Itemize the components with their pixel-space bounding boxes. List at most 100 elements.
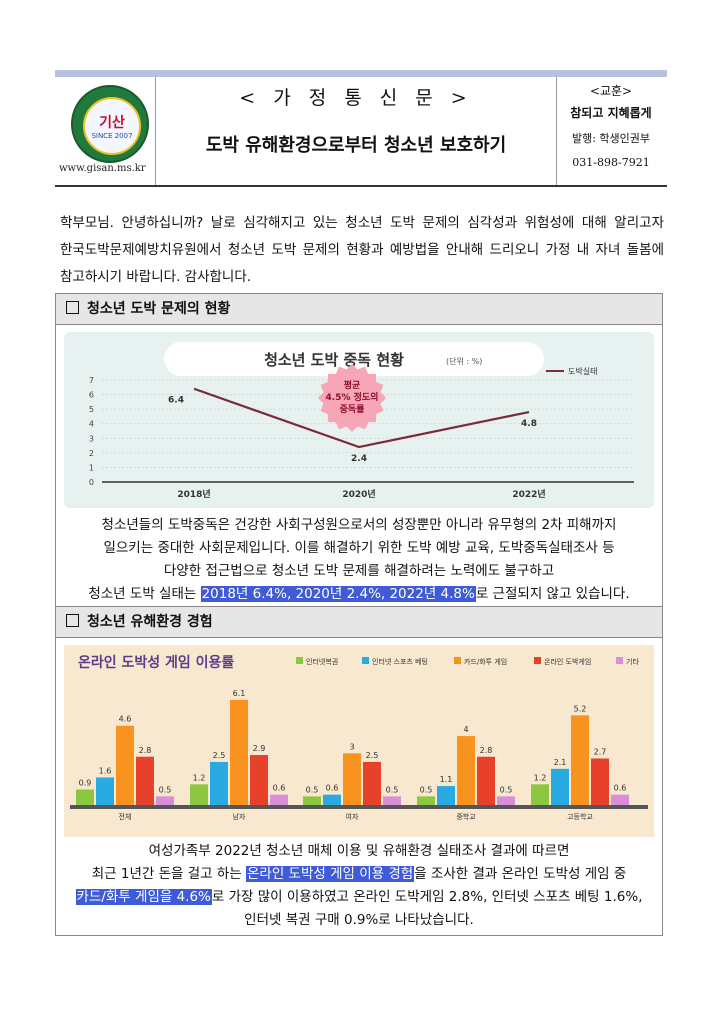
data-label: 2.1 bbox=[554, 758, 567, 767]
data-label: 2.7 bbox=[594, 747, 607, 756]
bar-기타-여자 bbox=[383, 796, 401, 805]
data-label: 1.2 bbox=[534, 773, 547, 782]
paper-title: < 가 정 통 신 문 > bbox=[239, 87, 473, 109]
section2-line: 카드/화투 게임을 4.6%로 가장 많이 이용하였고 온라인 도박게임 2.8… bbox=[56, 886, 662, 909]
data-label: 4 bbox=[463, 725, 468, 734]
bar-온라인 도박게임-남자 bbox=[250, 755, 268, 805]
data-label: 1.1 bbox=[440, 775, 453, 784]
logo-inner-circle: 기산 SINCE 2007 bbox=[83, 97, 141, 155]
bar-카드/화투 게임-여자 bbox=[343, 753, 361, 805]
data-label: 2.9 bbox=[253, 744, 266, 753]
legend-label: 도박실태 bbox=[568, 366, 597, 376]
highlighted-text: 2018년 6.4%, 2020년 2.4%, 2022년 4.8% bbox=[200, 586, 476, 602]
category-label: 중학교 bbox=[456, 812, 476, 821]
data-label: 0.6 bbox=[326, 784, 339, 793]
data-label: 0.5 bbox=[420, 785, 433, 794]
bar-인터넷복권-중학교 bbox=[417, 796, 435, 805]
legend-label: 인터넷 스포츠 베팅 bbox=[372, 657, 428, 666]
chart-title: 청소년 도박 중독 현황 bbox=[264, 351, 404, 369]
school-motto: 참되고 지혜롭게 bbox=[570, 106, 652, 120]
annotation-text: 평균 bbox=[344, 379, 361, 391]
bar-온라인 도박게임-여자 bbox=[363, 761, 381, 805]
section2-line: 여성가족부 2022년 청소년 매체 이용 및 유해환경 실태조사 결과에 따르… bbox=[148, 843, 570, 859]
text-segment: 로 근절되지 않고 있습니다. bbox=[475, 586, 630, 602]
header-title-area: < 가 정 통 신 문 > 도박 유해환경으로부터 청소년 보호하기 bbox=[155, 77, 557, 185]
text-segment: 로 가장 많이 이용하였고 온라인 도박게임 2.8%, 인터넷 스포츠 베팅 … bbox=[211, 889, 643, 905]
y-tick-label: 0 bbox=[89, 478, 94, 487]
bar-온라인 도박게임-중학교 bbox=[477, 756, 495, 805]
square-icon bbox=[66, 614, 79, 627]
section2-line: 인터넷 복권 구매 0.9%로 나타났습니다. bbox=[244, 912, 474, 928]
header-top-bar bbox=[55, 70, 667, 77]
text-segment: 을 조사한 결과 온라인 도박성 게임 중 bbox=[414, 866, 627, 882]
motto-label: <교훈> bbox=[589, 84, 633, 98]
logo-since-text: SINCE 2007 bbox=[91, 132, 133, 140]
annotation-text: 4.5% 정도의 bbox=[326, 391, 379, 403]
section-heading: 청소년 도박 문제의 현황 bbox=[56, 294, 662, 325]
school-logo-area: 기산 SINCE 2007 www.gisan.ms.kr bbox=[55, 77, 155, 185]
bar-기타-고등학교 bbox=[611, 794, 629, 805]
legend-swatch bbox=[454, 657, 461, 664]
section2-line: 최근 1년간 돈을 걸고 하는 온라인 도박성 게임 이용 경험을 조사한 결과… bbox=[56, 863, 662, 886]
data-label: 0.5 bbox=[500, 785, 513, 794]
annotation-text: 중독률 bbox=[340, 403, 365, 415]
square-icon bbox=[66, 301, 79, 314]
data-label: 6.4 bbox=[168, 396, 184, 406]
legend-swatch bbox=[296, 657, 303, 664]
chart-title: 온라인 도박성 게임 이용률 bbox=[78, 654, 234, 671]
bar-인터넷복권-고등학교 bbox=[531, 784, 549, 805]
legend-swatch bbox=[616, 657, 623, 664]
bar-chart-svg: 온라인 도박성 게임 이용률 인터넷복권 인터넷 스포츠 베팅 카드/화투 게임 온라인… bbox=[70, 654, 648, 821]
bar-기타-중학교 bbox=[497, 796, 515, 805]
category-label: 전체 bbox=[119, 812, 132, 821]
legend-swatch bbox=[362, 657, 369, 664]
section-heading-text: 청소년 유해환경 경험 bbox=[87, 614, 213, 630]
bar-인터넷 스포츠 베팅-전체 bbox=[96, 777, 114, 805]
category-label: 여자 bbox=[346, 812, 359, 821]
highlighted-text: 온라인 도박성 게임 이용 경험 bbox=[245, 866, 415, 882]
bar-카드/화투 게임-고등학교 bbox=[571, 715, 589, 805]
data-label: 5.2 bbox=[574, 704, 587, 713]
data-label: 0.5 bbox=[159, 785, 172, 794]
header-info-area: <교훈> 참되고 지혜롭게 발행: 학생인권부 031-898-7921 bbox=[555, 77, 667, 185]
data-label: 1.2 bbox=[193, 773, 206, 782]
category-label: 남자 bbox=[233, 812, 246, 821]
data-label: 3 bbox=[349, 742, 354, 751]
x-tick-label: 2020년 bbox=[342, 488, 375, 500]
data-label: 0.9 bbox=[79, 778, 92, 787]
section1-line: 다양한 접근법으로 청소년 도박 문제를 해결하려는 노력에도 불구하고 bbox=[163, 563, 555, 579]
bar-기타-남자 bbox=[270, 794, 288, 805]
section2-text: 여성가족부 2022년 청소년 매체 이용 및 유해환경 실태조사 결과에 따르… bbox=[56, 840, 662, 932]
data-label: 2.4 bbox=[351, 454, 367, 464]
data-label: 0.5 bbox=[306, 785, 319, 794]
bar-온라인 도박게임-고등학교 bbox=[591, 758, 609, 805]
phone-number: 031-898-7921 bbox=[572, 156, 650, 169]
logo-main-text: 기산 bbox=[99, 115, 125, 131]
text-segment: 최근 1년간 돈을 걸고 하는 bbox=[91, 866, 246, 882]
legend-label: 온라인 도박게임 bbox=[544, 657, 591, 666]
school-logo: 기산 SINCE 2007 bbox=[71, 85, 149, 163]
data-label: 0.6 bbox=[273, 784, 286, 793]
y-tick-label: 1 bbox=[89, 463, 94, 472]
bar-카드/화투 게임-중학교 bbox=[457, 736, 475, 805]
data-label: 1.6 bbox=[99, 766, 112, 775]
y-tick-label: 4 bbox=[89, 420, 94, 429]
data-label: 2.8 bbox=[480, 746, 493, 755]
bar-카드/화투 게임-남자 bbox=[230, 699, 248, 805]
bar-인터넷복권-여자 bbox=[303, 796, 321, 805]
y-tick-label: 3 bbox=[89, 434, 94, 443]
series-line-도박실태 bbox=[193, 387, 530, 449]
section1-line: 일으키는 중대한 사회문제입니다. 이를 해결하기 위한 도박 예방 교육, 도… bbox=[103, 540, 615, 556]
legend-label: 기타 bbox=[626, 657, 639, 666]
y-tick-label: 6 bbox=[89, 391, 94, 400]
y-tick-label: 2 bbox=[89, 449, 94, 458]
x-axis-baseline bbox=[70, 805, 648, 809]
section1-last-line: 청소년 도박 실태는 2018년 6.4%, 2020년 2.4%, 2022년… bbox=[56, 583, 662, 606]
section-heading-text: 청소년 도박 문제의 현황 bbox=[87, 301, 231, 317]
data-label: 2.5 bbox=[213, 751, 226, 760]
main-title: 도박 유해환경으로부터 청소년 보호하기 bbox=[205, 135, 507, 156]
section-heading: 청소년 유해환경 경험 bbox=[56, 607, 662, 638]
bar-기타-전체 bbox=[156, 796, 174, 805]
school-website: www.gisan.ms.kr bbox=[59, 163, 146, 174]
annotation-badge bbox=[318, 364, 386, 432]
